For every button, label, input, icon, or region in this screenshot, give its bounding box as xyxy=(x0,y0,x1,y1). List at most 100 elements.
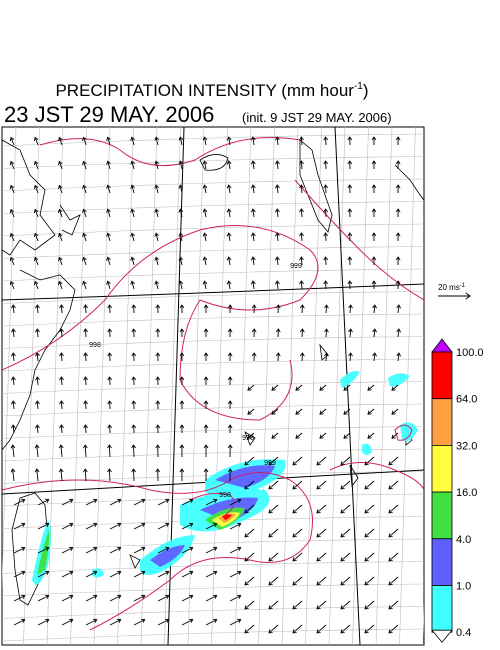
wind-arrow xyxy=(107,444,112,458)
wind-arrow-shaft xyxy=(268,624,279,634)
wind-arrow-head xyxy=(268,581,273,586)
wind-arrow-shaft xyxy=(133,571,145,578)
wind-arrow-head xyxy=(58,444,64,449)
wind-arrow-shaft xyxy=(108,468,111,482)
wind-arrow-shaft xyxy=(388,552,399,562)
wind-scale-label: 20 ms-1 xyxy=(438,283,466,292)
wind-arrow-head xyxy=(107,328,113,333)
wind-arrow-head xyxy=(268,509,273,514)
wind-arrow xyxy=(58,468,64,482)
wind-arrow xyxy=(107,424,113,434)
wind-arrow-shaft xyxy=(107,281,111,290)
wind-arrow-shaft xyxy=(181,547,193,554)
wind-arrow xyxy=(179,328,185,338)
wind-arrow xyxy=(364,480,375,490)
wind-arrow-head xyxy=(247,434,252,439)
wind-arrow xyxy=(203,352,209,362)
isobar xyxy=(394,424,413,441)
wind-arrow-shaft xyxy=(252,161,255,170)
wind-arrow xyxy=(347,208,353,218)
wind-arrow-shaft xyxy=(300,208,303,218)
wind-arrow xyxy=(247,384,255,391)
wind-arrow-shaft xyxy=(13,547,25,554)
wind-arrow xyxy=(395,208,401,218)
wind-arrow-shaft xyxy=(133,619,145,626)
wind-arrow-head xyxy=(155,304,161,309)
wind-arrow xyxy=(395,184,401,194)
wind-arrow xyxy=(323,136,329,146)
wind-arrow xyxy=(131,376,137,386)
wind-arrow-head xyxy=(275,304,281,309)
wind-arrow-shaft xyxy=(388,624,399,634)
wind-arrow xyxy=(299,280,304,290)
wind-arrow-shaft xyxy=(373,352,376,362)
wind-arrow-shaft xyxy=(12,353,15,362)
wind-arrow-head xyxy=(271,386,276,391)
wind-arrow xyxy=(58,184,63,194)
wind-arrow-shaft xyxy=(84,444,87,458)
wind-arrow-head xyxy=(388,605,393,610)
wind-arrow-head xyxy=(107,424,113,429)
wind-arrow-head xyxy=(189,546,194,551)
title: PRECIPITATION INTENSITY (mm hour-1) xyxy=(55,81,368,100)
wind-arrow xyxy=(133,522,146,530)
wind-arrow-shaft xyxy=(229,595,241,602)
wind-arrow-head xyxy=(165,570,170,575)
wind-arrow xyxy=(395,256,401,266)
wind-arrow-shaft xyxy=(109,547,121,554)
wind-arrow-shaft xyxy=(364,456,375,466)
isobar xyxy=(39,137,301,167)
wind-arrow xyxy=(181,498,194,506)
wind-arrow xyxy=(275,184,280,194)
wind-arrow xyxy=(155,328,161,338)
wind-arrow xyxy=(202,256,208,266)
precipitation-area xyxy=(400,422,418,442)
wind-arrow-head xyxy=(202,184,208,189)
wind-arrow xyxy=(181,594,194,602)
wind-arrow xyxy=(179,400,185,410)
precipitation-area xyxy=(388,373,410,387)
wind-arrow-head xyxy=(202,208,208,213)
wind-arrow xyxy=(202,208,208,218)
wind-arrow xyxy=(323,232,329,242)
wind-arrow-shaft xyxy=(12,305,15,314)
wind-arrow xyxy=(181,546,194,554)
wind-arrow-shaft xyxy=(268,456,279,466)
wind-arrow-head xyxy=(154,136,160,141)
wind-arrow xyxy=(82,280,87,290)
wind-arrow-shaft xyxy=(271,408,279,415)
wind-arrow-head xyxy=(364,581,369,586)
wind-arrow xyxy=(275,256,280,266)
wind-arrow-head xyxy=(227,424,233,429)
wind-arrow-head xyxy=(21,594,26,599)
wind-scale-text: 20 ms xyxy=(438,283,460,292)
wind-arrow-head xyxy=(107,352,113,357)
wind-arrow-head xyxy=(58,232,63,238)
latitude-line xyxy=(2,426,424,439)
wind-arrow-head xyxy=(324,304,329,309)
wind-arrow-shaft xyxy=(276,161,279,170)
wind-arrow-shaft xyxy=(107,257,111,266)
wind-arrow-shaft xyxy=(252,233,255,242)
wind-arrow-shaft xyxy=(388,456,399,466)
wind-arrow-shaft xyxy=(181,499,193,506)
wind-arrow-shaft xyxy=(205,523,217,530)
wind-arrow xyxy=(299,352,305,362)
wind-arrow-shaft xyxy=(397,353,400,362)
wind-arrow-head xyxy=(244,509,249,514)
wind-arrow xyxy=(250,136,256,146)
wind-arrow-shaft xyxy=(10,185,15,194)
wind-arrow-shaft xyxy=(36,328,39,338)
wind-arrow xyxy=(347,256,353,266)
wind-arrow-head xyxy=(179,376,185,381)
wind-arrow-shaft xyxy=(60,376,63,386)
wind-arrow-head xyxy=(316,581,321,586)
wind-arrow-head xyxy=(316,557,321,562)
wind-arrow xyxy=(10,468,16,482)
wind-arrow-head xyxy=(275,184,280,189)
wind-arrow xyxy=(227,400,233,410)
wind-arrow-head xyxy=(391,434,396,439)
wind-arrow xyxy=(299,208,304,218)
wind-arrow-head xyxy=(141,522,146,527)
wind-arrow-shaft xyxy=(229,499,241,506)
